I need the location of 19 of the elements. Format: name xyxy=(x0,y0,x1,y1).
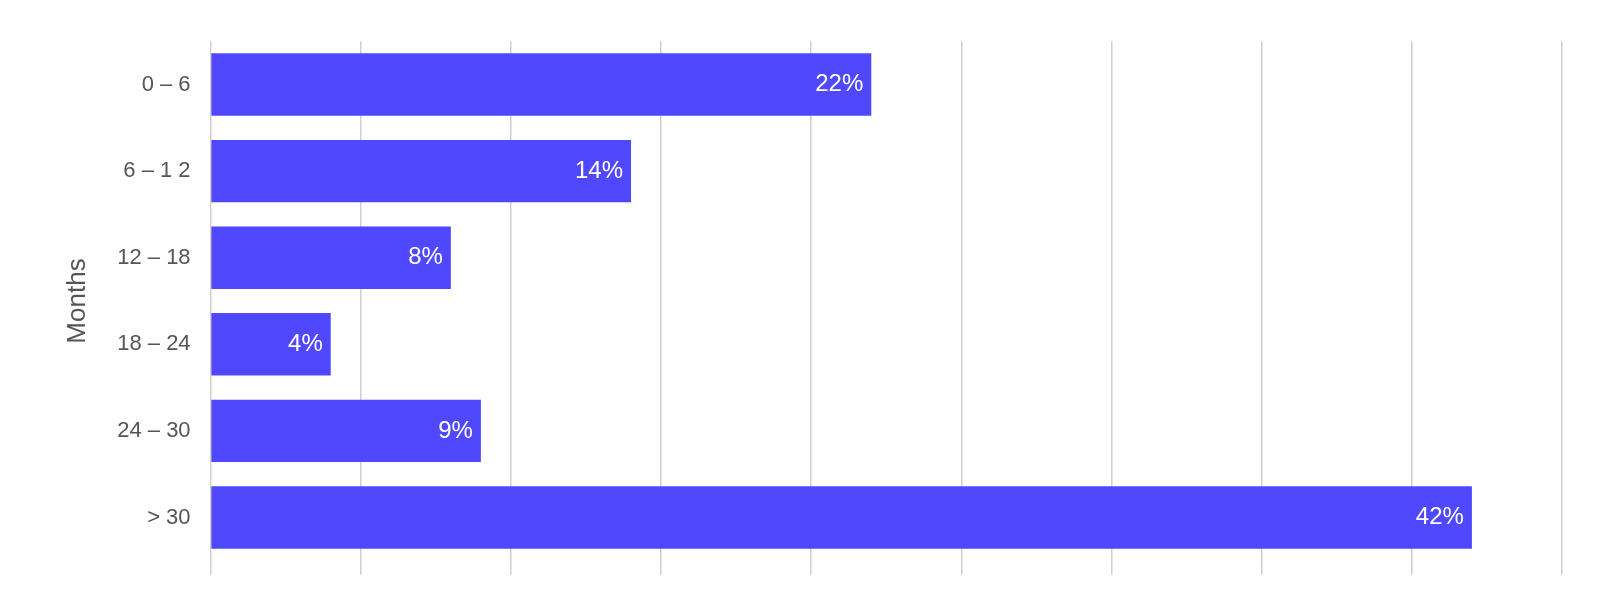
bar xyxy=(211,486,1472,549)
data-label: 4% xyxy=(288,328,323,356)
data-label: 8% xyxy=(408,242,443,270)
y-tick-label: 6 – 1 2 xyxy=(123,157,191,183)
y-tick-label: > 30 xyxy=(147,503,191,529)
y-tick-label: 18 – 24 xyxy=(117,330,191,356)
bar xyxy=(211,226,451,289)
bar xyxy=(211,313,331,376)
bar xyxy=(211,399,481,463)
data-label: 9% xyxy=(438,415,473,443)
y-tick-label: 24 – 30 xyxy=(117,416,191,442)
bar xyxy=(211,53,872,116)
data-label: 14% xyxy=(574,155,624,183)
y-tick-label: 0 – 6 xyxy=(141,70,191,96)
data-label: 42% xyxy=(1415,502,1464,530)
data-label: 22% xyxy=(815,69,864,97)
bar xyxy=(211,139,632,203)
y-tick-label: 12 – 18 xyxy=(117,243,191,269)
y-axis-title: Months xyxy=(60,258,91,344)
